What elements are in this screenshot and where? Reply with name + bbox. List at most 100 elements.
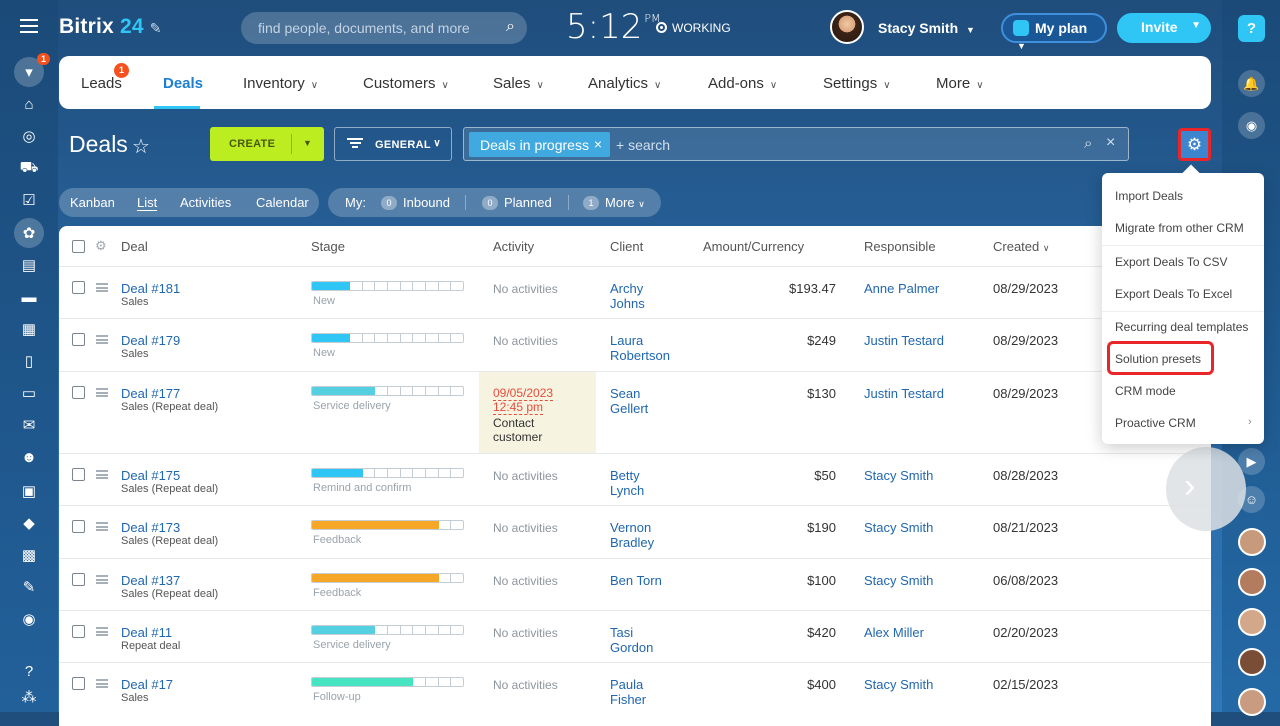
deal-link[interactable]: Deal #177 [121,386,181,401]
mail-icon[interactable]: ✉ [22,417,36,434]
deal-link[interactable]: Deal #179 [121,333,181,348]
table-row[interactable]: Deal #181 Sales New No activities Archy Johns… [59,266,1211,318]
tab-inventory[interactable]: Inventory ∨ [243,75,319,92]
tab-analytics[interactable]: Analytics ∨ [588,75,662,92]
menu-item-export-excel[interactable]: Export Deals To Excel [1115,287,1233,301]
column-header-deal[interactable]: Deal [121,239,148,254]
deal-link[interactable]: Deal #17 [121,677,174,692]
menu-item-crm-mode[interactable]: CRM mode [1115,384,1176,398]
star-icon[interactable]: ☆ [132,136,150,158]
stage-progress[interactable] [311,677,464,687]
counter-more[interactable]: 1 More ∨ [583,195,645,210]
deal-link[interactable]: Deal #137 [121,573,181,588]
client-link[interactable]: Betty Lynch [610,468,645,498]
menu-item-migrate-crm[interactable]: Migrate from other CRM [1115,221,1244,235]
column-header-activity[interactable]: Activity [493,239,535,254]
column-header-responsible[interactable]: Responsible [864,239,936,254]
home-icon[interactable]: ⌂ [24,95,34,113]
view-list[interactable]: List [137,195,158,211]
create-button[interactable]: CREATE ▼ [210,127,324,161]
row-checkbox[interactable] [72,386,85,399]
filter-search-input[interactable]: + search [616,137,671,153]
work-status[interactable]: WORKING [656,21,731,35]
stage-progress[interactable] [311,468,464,478]
menu-item-export-csv[interactable]: Export Deals To CSV [1115,255,1228,269]
responsible-link[interactable]: Alex Miller [864,625,924,640]
contact-card-icon[interactable]: ▣ [21,483,37,500]
row-checkbox[interactable] [72,573,85,586]
dropdown-circle-icon[interactable]: ◉ [22,611,36,628]
row-checkbox[interactable] [72,281,85,294]
team-icon[interactable]: ☻ [21,448,37,466]
responsible-link[interactable]: Stacy Smith [864,520,934,535]
activity-deadline-time[interactable]: 12:45 pm [493,400,544,415]
document-icon[interactable]: ▯ [24,353,34,370]
responsible-link[interactable]: Stacy Smith [864,573,934,588]
stage-progress[interactable] [311,573,464,583]
deal-link[interactable]: Deal #11 [121,625,173,640]
drag-handle-icon[interactable] [96,335,108,344]
cart-icon[interactable]: ⛟ [19,158,39,176]
stage-progress[interactable] [311,281,464,291]
counter-planned[interactable]: 0 Planned [482,195,552,210]
menu-item-recurring-templates[interactable]: Recurring deal templates [1115,320,1249,334]
drag-handle-icon[interactable] [96,283,108,292]
bell-icon[interactable]: 🔔 [1238,70,1265,97]
tasks-icon[interactable]: ☑ [22,192,36,209]
menu-item-proactive-crm[interactable]: Proactive CRM [1115,416,1196,430]
tab-deals[interactable]: Deals [163,75,204,92]
client-link[interactable]: Laura Robertson [610,333,670,363]
drag-handle-icon[interactable] [96,679,108,688]
counter-inbound[interactable]: 0 Inbound [381,195,450,210]
select-all-checkbox[interactable] [72,240,85,253]
drag-handle-icon[interactable] [96,627,108,636]
my-plan-button[interactable]: My plan ▼ [1001,13,1107,51]
stage-progress[interactable] [311,386,464,396]
table-row[interactable]: Deal #17 Sales Follow-up No activities Paula… [59,662,1211,722]
view-kanban[interactable]: Kanban [70,195,115,210]
invite-button[interactable]: Invite ▼ [1117,13,1211,43]
tab-add-ons[interactable]: Add-ons ∨ [708,75,778,92]
crm-icon[interactable]: ✿ [14,218,44,248]
client-link[interactable]: Vernon Bradley [610,520,655,550]
menu-icon[interactable] [20,19,38,33]
tab-more[interactable]: More ∨ [936,75,984,92]
filter-search-bar[interactable]: Deals in progress × + search ⌕ × [463,127,1129,161]
box-icon[interactable]: ▩ [21,547,37,564]
client-link[interactable]: Sean Gellert [610,386,649,416]
column-header-stage[interactable]: Stage [311,239,345,254]
avatar[interactable] [1238,568,1266,596]
drag-handle-icon[interactable] [96,470,108,479]
avatar[interactable] [1238,648,1266,676]
category-selector[interactable]: GENERAL ∨ [334,127,452,161]
client-link[interactable]: Archy Johns [610,281,645,311]
drag-handle-icon[interactable] [96,522,108,531]
table-row[interactable]: Deal #177 Sales (Repeat deal) Service deli… [59,371,1211,454]
crm-filter-icon[interactable]: ▾ 1 [14,53,50,87]
robot-icon[interactable]: ◆ [23,515,35,532]
clear-icon[interactable]: × [1106,134,1116,151]
row-checkbox[interactable] [72,677,85,690]
calendar-icon[interactable]: ▦ [21,321,37,338]
table-row[interactable]: Deal #173 Sales (Repeat deal) Feedback No a… [59,505,1211,558]
row-checkbox[interactable] [72,333,85,346]
chat-bubble-icon[interactable]: ◉ [1238,112,1265,139]
table-row[interactable]: Deal #137 Sales (Repeat deal) Feedback No a… [59,558,1211,610]
responsible-link[interactable]: Justin Testard [864,333,944,348]
table-row[interactable]: Deal #179 Sales New No activities Laura Rober… [59,318,1211,371]
search-icon[interactable]: ⌕ [1084,135,1093,152]
view-activities[interactable]: Activities [180,195,232,210]
feed-icon[interactable]: ▤ [21,257,37,274]
close-icon[interactable]: × [593,136,602,152]
view-calendar[interactable]: Calendar [256,195,309,210]
row-checkbox[interactable] [72,468,85,481]
column-header-created[interactable]: Created ∨ [993,239,1050,254]
tab-leads[interactable]: Leads [81,75,122,92]
activity-title-cont[interactable]: customer [493,430,543,444]
chevron-right-icon[interactable]: › [1166,447,1246,531]
table-row[interactable]: Deal #175 Sales (Repeat deal) Remind and c… [59,453,1211,505]
avatar[interactable] [1238,608,1266,636]
stage-progress[interactable] [311,520,464,530]
column-header-amount[interactable]: Amount/Currency [703,239,805,254]
video-icon[interactable]: ▶ [1238,448,1265,475]
